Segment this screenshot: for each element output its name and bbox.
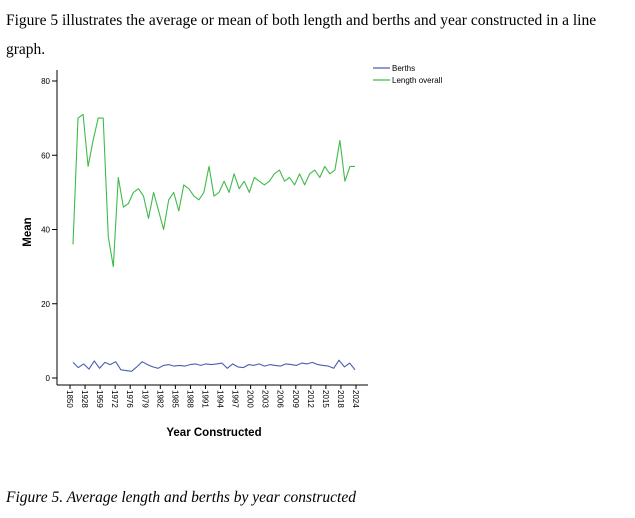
y-axis-title: Mean <box>22 217 34 246</box>
x-tick-label: 1979 <box>140 390 149 408</box>
y-tick-label: 40 <box>41 226 50 235</box>
x-tick-label: 1928 <box>80 390 89 408</box>
x-tick-label: 1985 <box>170 390 179 408</box>
x-tick-label: 2018 <box>336 390 345 408</box>
x-tick-label: 1972 <box>110 390 119 408</box>
x-tick-label: 1976 <box>125 390 134 408</box>
x-tick-label: 1850 <box>65 390 74 408</box>
y-tick-label: 20 <box>41 300 50 309</box>
x-tick-label: 2024 <box>351 390 360 408</box>
x-axis-title: Year Constructed <box>166 427 261 439</box>
plot-area <box>57 70 368 385</box>
x-tick-label: 2009 <box>291 390 300 408</box>
y-tick-label: 0 <box>46 374 51 383</box>
series-line-berths <box>72 359 356 372</box>
legend-label: Berths <box>392 64 415 73</box>
y-tick-label: 60 <box>41 151 50 160</box>
x-tick-label: 1991 <box>200 390 209 408</box>
series-line-length-overall <box>72 113 355 268</box>
y-axis: 0 20 40 60 80 <box>41 77 57 383</box>
x-tick-label: 2006 <box>276 390 285 408</box>
x-tick-label: 1982 <box>155 390 164 408</box>
x-tick-label: 2000 <box>246 390 255 408</box>
y-tick-label: 80 <box>41 77 50 86</box>
x-tick-label: 1988 <box>185 390 194 408</box>
plot-frame <box>56 70 368 386</box>
x-tick-label: 1959 <box>95 390 104 408</box>
x-axis: 1850 1928 1959 1972 1976 1979 1982 1985 1988 1991… <box>65 385 360 408</box>
x-tick-label: 1997 <box>231 390 240 408</box>
legend: Berths Length overall <box>373 64 442 85</box>
figure-caption: Figure 5. Average length and berths by y… <box>6 489 356 506</box>
x-tick-label: 2003 <box>261 390 270 408</box>
legend-label: Length overall <box>392 76 442 85</box>
series-layer <box>72 113 356 372</box>
x-tick-label: 2012 <box>306 390 315 408</box>
x-tick-label: 2015 <box>321 390 330 408</box>
intro-paragraph: Figure 5 illustrates the average or mean… <box>6 12 597 58</box>
x-tick-label: 1994 <box>216 390 225 408</box>
